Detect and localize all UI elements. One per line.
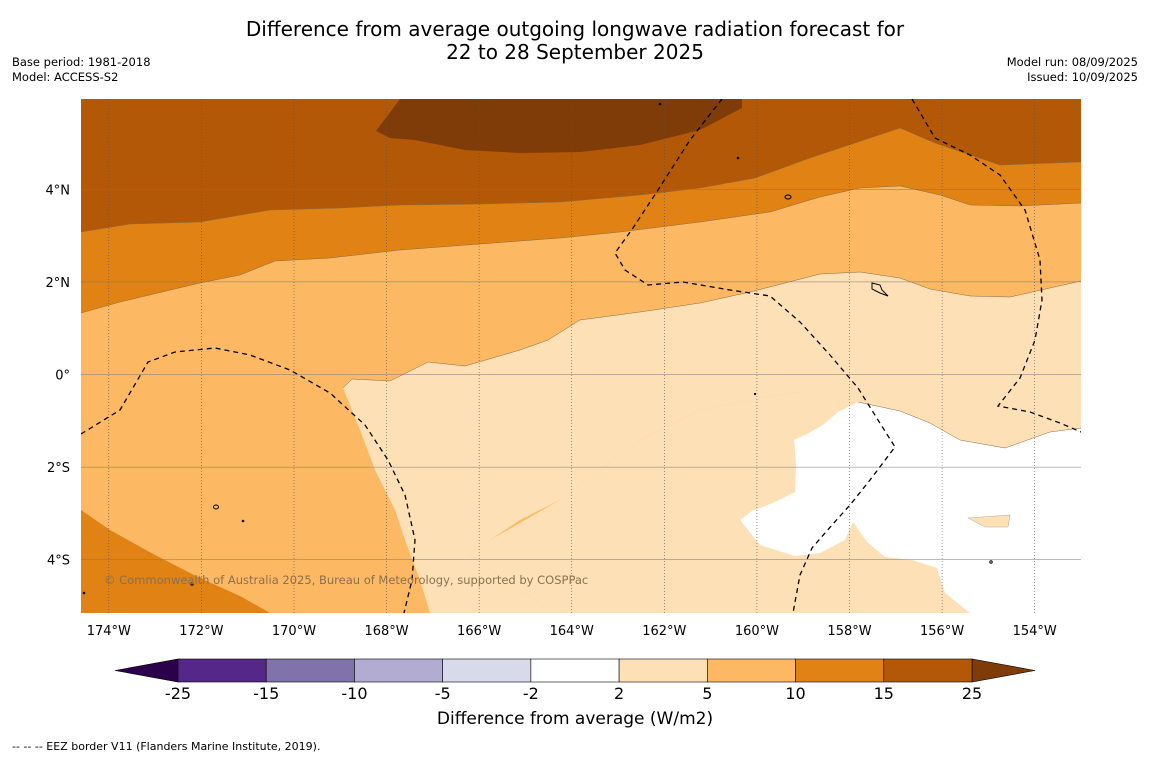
colorbar-segment-5 bbox=[618, 658, 708, 683]
island-4 bbox=[241, 519, 245, 523]
colorbar-label: Difference from average (W/m2) bbox=[436, 709, 714, 729]
meta-left: Base period: 1981-2018 Model: ACCESS-S2 bbox=[12, 55, 151, 85]
island-7 bbox=[658, 102, 662, 106]
issued-date: Issued: 10/09/2025 bbox=[1027, 70, 1138, 84]
colorbar-tick-1: -15 bbox=[253, 684, 279, 700]
band-2-5-patch bbox=[967, 514, 1011, 528]
band-25-plus bbox=[376, 99, 742, 153]
island-2 bbox=[871, 282, 889, 297]
colorbar-tick-6: 5 bbox=[702, 684, 712, 700]
eez-border-west bbox=[81, 347, 416, 613]
longitude-label-10: 154°W bbox=[1013, 624, 1057, 639]
eez-border-central bbox=[614, 99, 896, 613]
eez-border-east bbox=[911, 99, 1081, 433]
eez-borders bbox=[81, 99, 1081, 613]
longitude-label-2: 170°W bbox=[272, 624, 316, 639]
band-15-25 bbox=[81, 99, 1081, 232]
map-fills bbox=[81, 99, 1081, 613]
island-6 bbox=[736, 156, 740, 160]
longitude-label-4: 166°W bbox=[457, 624, 501, 639]
island-10 bbox=[82, 591, 86, 595]
contour-lines bbox=[81, 127, 1081, 449]
meta-right: Model run: 08/09/2025 Issued: 10/09/2025 bbox=[1007, 55, 1138, 85]
longitude-label-1: 172°W bbox=[179, 624, 223, 639]
map-title: Difference from average outgoing longwav… bbox=[0, 18, 1150, 64]
band-neutral bbox=[740, 402, 1081, 613]
longitude-label-8: 158°W bbox=[827, 624, 871, 639]
island-9 bbox=[989, 560, 993, 564]
islands bbox=[82, 102, 993, 595]
colorbar-tick-5: 2 bbox=[614, 684, 624, 700]
model-name: Model: ACCESS-S2 bbox=[12, 70, 119, 84]
latitude-labels: 4°N 2°N 0° 2°S 4°S bbox=[46, 183, 71, 568]
band-2-5 bbox=[343, 272, 1081, 613]
colorbar-segment-4 bbox=[530, 658, 620, 683]
colorbar-segment-6 bbox=[707, 658, 796, 683]
latitude-label-3: 2°S bbox=[47, 461, 70, 476]
colorbar-extend-low bbox=[114, 658, 179, 683]
colorbar-segment-8 bbox=[883, 658, 973, 683]
anomaly-map: © Commonwealth of Australia 2025, Bureau… bbox=[46, 99, 1081, 700]
longitude-label-7: 160°W bbox=[735, 624, 779, 639]
colorbar-tick-0: -25 bbox=[165, 684, 191, 700]
longitude-labels: 174°W 172°W 170°W 168°W 166°W 164°W 162°W 160°W… bbox=[87, 624, 1057, 639]
colorbar: -25 -15 -10 -5 -2 2 5 10 15 25 bbox=[114, 658, 1036, 700]
graticule bbox=[81, 99, 1081, 613]
longitude-label-0: 174°W bbox=[87, 624, 131, 639]
longitude-label-9: 156°W bbox=[920, 624, 964, 639]
eez-footnote: -- -- -- EEZ border V11 (Flanders Marine… bbox=[12, 740, 321, 753]
colorbar-segment-0 bbox=[177, 658, 267, 683]
colorbar-segment-1 bbox=[265, 658, 355, 683]
colorbar-extend-high bbox=[971, 658, 1036, 683]
band-10-15-southwest bbox=[81, 510, 270, 613]
longitude-label-5: 164°W bbox=[550, 624, 594, 639]
copyright-text: © Commonwealth of Australia 2025, Bureau… bbox=[104, 573, 588, 587]
colorbar-segment-3 bbox=[442, 658, 532, 683]
latitude-label-0: 4°N bbox=[46, 183, 71, 198]
colorbar-segment-2 bbox=[354, 658, 443, 683]
colorbar-tick-7: 10 bbox=[785, 684, 805, 700]
colorbar-tick-8: 15 bbox=[874, 684, 894, 700]
colorbar-segment-7 bbox=[795, 658, 885, 683]
colorbar-tick-3: -5 bbox=[435, 684, 451, 700]
latitude-label-1: 2°N bbox=[46, 276, 71, 291]
base-period: Base period: 1981-2018 bbox=[12, 55, 151, 69]
island-3 bbox=[213, 504, 219, 510]
colorbar-tick-9: 25 bbox=[962, 684, 982, 700]
colorbar-tick-4: -2 bbox=[523, 684, 539, 700]
latitude-label-4: 4°S bbox=[47, 554, 70, 569]
longitude-label-3: 168°W bbox=[364, 624, 408, 639]
longitude-label-6: 162°W bbox=[642, 624, 686, 639]
title-line-1: Difference from average outgoing longwav… bbox=[245, 17, 905, 41]
island-5 bbox=[190, 582, 194, 586]
island-1 bbox=[784, 194, 792, 200]
colorbar-tick-2: -10 bbox=[341, 684, 367, 700]
title-line-2: 22 to 28 September 2025 bbox=[446, 40, 704, 64]
latitude-label-2: 0° bbox=[55, 369, 70, 384]
model-run: Model run: 08/09/2025 bbox=[1006, 55, 1138, 69]
island-8 bbox=[753, 392, 757, 396]
